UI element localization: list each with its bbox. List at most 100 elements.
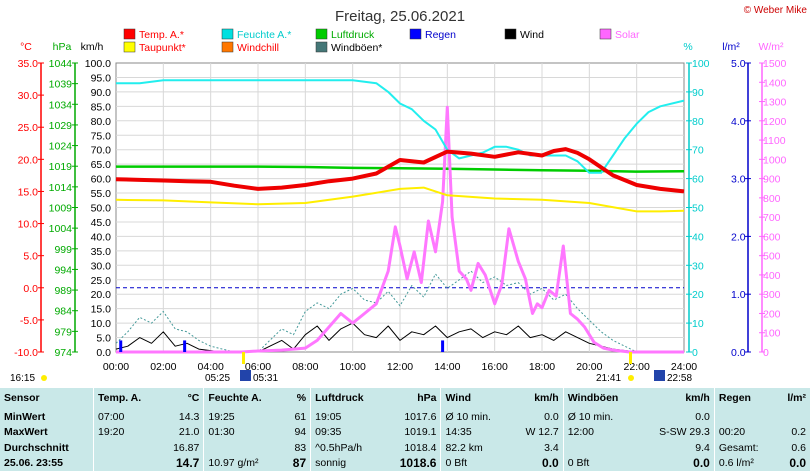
tick-label-wind: 20.0 [91, 289, 112, 301]
tick-label-rain: 5.0 [731, 58, 746, 70]
tick-label-x: 02:00 [150, 361, 176, 373]
axis-unit-wind: km/h [81, 41, 104, 53]
tick-label-wind: 55.0 [91, 188, 112, 200]
tick-label-x: 18:00 [529, 361, 555, 373]
tick-label-hum: 100 [692, 58, 710, 70]
stats-cell: 0.2 [791, 426, 806, 439]
tick-label-temp: 25.0 [18, 122, 39, 134]
stats-cell: Durchschnitt [4, 441, 69, 454]
tick-label-wind: 60.0 [91, 174, 112, 186]
stats-row: Sensor Temp. A. °C Feuchte A.% Luftdruck hPa W… [0, 388, 810, 409]
tick-label-solar: 300 [763, 289, 781, 301]
tick-label-wind: 100.0 [85, 58, 111, 70]
tick-label-hum: 70 [692, 145, 704, 157]
tick-label-hum: 10 [692, 318, 704, 330]
tick-label-x: 22:00 [624, 361, 650, 373]
tick-label-solar: 1400 [763, 77, 787, 89]
legend: Temp. A.* Feuchte A.* Luftdruck Regen Wind So… [123, 28, 640, 54]
stats-cell: Wind [440, 388, 510, 409]
credit-text: © Weber Mike [744, 5, 808, 16]
rain-bar [119, 340, 123, 352]
tick-label-wind: 25.0 [91, 275, 112, 287]
legend-swatch [504, 28, 517, 40]
tick-label-press: 1019 [49, 161, 73, 173]
stats-cell: 0.0 [544, 410, 559, 423]
series-line-taupunkt [115, 186, 685, 213]
tick-label-wind: 95.0 [91, 72, 112, 84]
stats-cell: °C [187, 392, 200, 405]
axis-unit-solar: W/m² [758, 41, 784, 53]
stats-cell: Ø 10 min. [562, 408, 639, 425]
stats-cell: 07:00 [93, 408, 160, 425]
tick-label-press: 994 [54, 264, 72, 276]
tick-label-temp: 15.0 [18, 186, 39, 198]
stats-cell: 14.7 [176, 456, 200, 471]
stats-cell: MinWert [4, 410, 46, 423]
stats-cell: hPa [417, 392, 437, 405]
time-mark: 16:15 [10, 373, 35, 384]
stats-cell: 94 [294, 426, 307, 439]
tick-label-wind: 90.0 [91, 87, 112, 99]
stats-cell [776, 409, 810, 425]
tick-label-x: 24:00 [671, 361, 697, 373]
stats-cell: 21.0 [178, 426, 200, 439]
stats-cell: MaxWert [4, 426, 48, 439]
stats-cell: km/h [534, 392, 559, 405]
legend-swatch [315, 41, 328, 53]
tick-label-press: 974 [54, 347, 72, 359]
axis-units: °C hPa km/h% l/m² W/m² [20, 41, 784, 53]
stats-cell: km/h [685, 392, 710, 405]
stats-cell: 09:35 [310, 424, 384, 440]
legend-swatch [123, 28, 136, 40]
legend-swatch [599, 28, 612, 40]
tick-label-press: 1004 [49, 223, 73, 235]
stats-cell: 1017.6 [404, 410, 437, 423]
tick-label-rain: 3.0 [731, 174, 746, 186]
sunset-icon [654, 370, 665, 381]
tick-label-hum: 90 [692, 87, 704, 99]
tick-label-press: 979 [54, 326, 72, 338]
tick-label-press: 1014 [49, 182, 73, 194]
axis-unit-rain: l/m² [722, 41, 740, 53]
sunset-marker [629, 352, 632, 364]
moon-icon [628, 375, 634, 381]
tick-label-press: 1009 [49, 203, 73, 215]
tick-label-temp: 5.0 [23, 251, 38, 263]
tick-label-hum: 40 [692, 231, 704, 243]
stats-cell: 1019.1 [404, 426, 437, 439]
legend-label: Luftdruck [331, 29, 375, 41]
tick-label-solar: 1000 [763, 154, 787, 166]
legend-swatch [123, 41, 136, 53]
tick-label-wind: 80.0 [91, 116, 112, 128]
sun-icon [41, 375, 47, 381]
stats-cell [562, 439, 639, 456]
tick-label-temp: 10.0 [18, 219, 39, 231]
stats-cell: 0.0 [789, 456, 806, 471]
stats-cell: 87 [292, 456, 307, 471]
stats-cell [713, 408, 776, 425]
rain-bar [441, 340, 445, 352]
tick-label-solar: 100 [763, 328, 781, 340]
legend-swatch [315, 28, 328, 40]
tick-label-solar: 1300 [763, 97, 787, 109]
tick-label-wind: 10.0 [91, 318, 112, 330]
tick-label-rain: 1.0 [731, 289, 746, 301]
stats-cell: 14:35 [440, 424, 510, 440]
legend-label: Feuchte A.* [237, 29, 291, 41]
tick-label-wind: 45.0 [91, 217, 112, 229]
stats-cell: 0.6 l/m² [713, 455, 776, 471]
time-mark: 05:31 [253, 373, 278, 384]
tick-label-x: 12:00 [387, 361, 413, 373]
axis-unit-press: hPa [53, 41, 72, 53]
tick-label-press: 1039 [49, 79, 73, 91]
stats-cell: l/m² [787, 392, 806, 405]
tick-label-press: 984 [54, 306, 72, 318]
stats-cell: S-SW 29.3 [659, 426, 710, 439]
stats-cell: 00:20 [713, 424, 776, 440]
tick-label-solar: 500 [763, 251, 781, 263]
stats-cell: 16.87 [173, 441, 200, 454]
tick-label-x: 10:00 [340, 361, 366, 373]
axis-unit-temp: °C [20, 41, 32, 53]
tick-label-wind: 15.0 [91, 304, 112, 316]
legend-swatch [409, 28, 422, 40]
